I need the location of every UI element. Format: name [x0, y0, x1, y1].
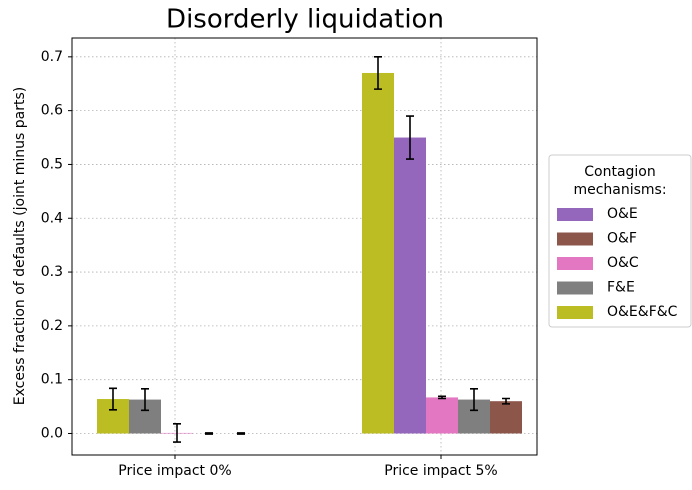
- error-bar: [406, 115, 414, 160]
- y-axis-label: Excess fraction of defaults (joint minus…: [12, 87, 28, 406]
- y-tick-label: 0.6: [41, 103, 63, 119]
- legend-swatch: [557, 208, 593, 221]
- y-tick-label: 0.2: [41, 318, 63, 334]
- y-tick-label: 0.0: [41, 425, 63, 441]
- legend-label: O&E: [607, 206, 638, 222]
- error-bar: [173, 422, 181, 443]
- legend-swatch: [557, 257, 593, 270]
- legend-swatch: [557, 232, 593, 246]
- legend-swatch: [557, 281, 593, 295]
- legend-label: F&E: [607, 280, 635, 296]
- legend-label: O&E&F&C: [607, 304, 678, 320]
- error-bar: [141, 388, 149, 412]
- error-bar: [205, 432, 213, 435]
- y-tick-label: 0.4: [41, 210, 63, 226]
- legend-swatch: [557, 306, 593, 319]
- legend-label: O&F: [607, 231, 637, 247]
- y-tick-label: 0.1: [41, 372, 63, 388]
- error-bar: [374, 56, 382, 90]
- x-tick-label: Price impact 0%: [118, 463, 231, 479]
- bar: [362, 72, 394, 434]
- y-tick-label: 0.5: [41, 156, 63, 172]
- error-bar: [470, 388, 478, 412]
- chart-title: Disorderly liquidation: [166, 5, 444, 35]
- error-bar: [502, 397, 510, 405]
- y-tick-label: 0.7: [41, 49, 63, 65]
- plot-area: [72, 38, 537, 455]
- bar: [426, 397, 458, 434]
- x-tick-label: Price impact 5%: [384, 463, 497, 479]
- error-bar: [438, 395, 446, 400]
- legend-title: Contagion mechanisms:: [573, 164, 666, 198]
- plot-frame: [71, 37, 538, 456]
- bar: [394, 137, 426, 434]
- error-bar: [109, 387, 117, 411]
- legend-label: O&C: [607, 255, 639, 271]
- y-tick-label: 0.3: [41, 264, 63, 280]
- bar: [490, 401, 522, 434]
- error-bar: [237, 432, 245, 435]
